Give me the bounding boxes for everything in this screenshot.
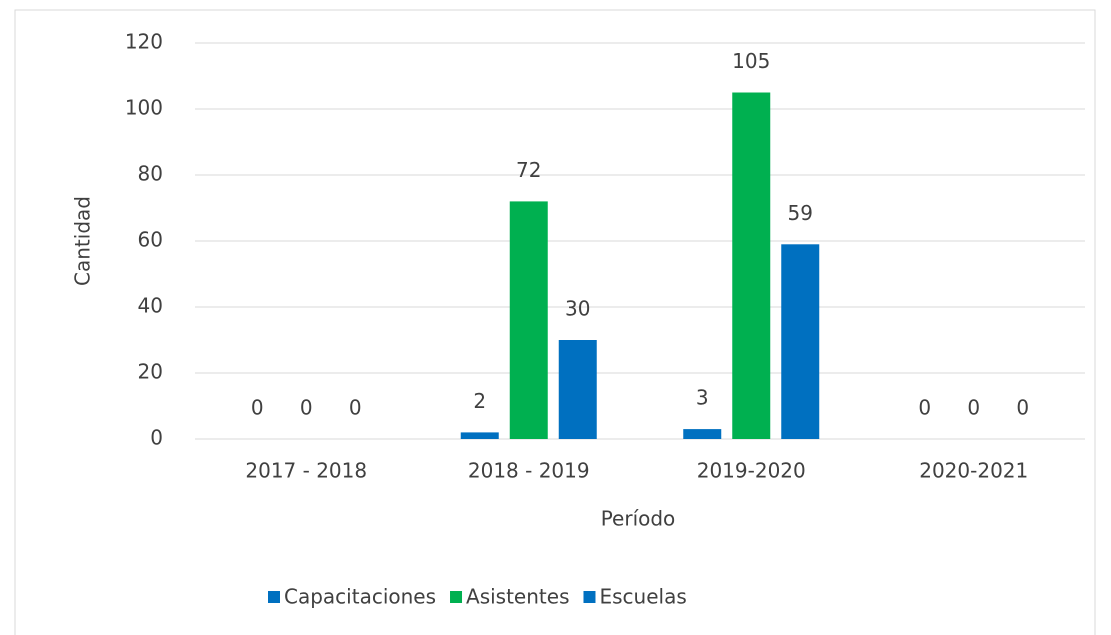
y-tick-label: 40 [138,294,163,318]
y-tick-label: 80 [138,162,163,186]
legend-swatch [583,591,596,603]
bar [781,244,820,439]
legend-swatch [268,591,280,603]
legend-label: Capacitaciones [284,585,436,609]
x-tick-label: 2017 - 2018 [245,459,367,483]
bar [683,429,722,439]
data-label: 0 [1016,396,1029,420]
bar [509,201,548,439]
x-axis-title: Período [601,507,676,531]
data-label: 0 [918,396,931,420]
y-tick-label: 100 [125,96,163,120]
y-axis-title: Cantidad [71,196,95,286]
bar [460,432,499,439]
data-label: 72 [516,158,541,182]
legend-swatch [450,591,463,603]
bar [558,340,597,439]
data-label: 2 [473,389,486,413]
x-tick-label: 2018 - 2019 [468,459,590,483]
legend-label: Asistentes [466,585,569,609]
y-tick-label: 120 [125,30,163,54]
data-label: 0 [300,396,313,420]
x-tick-label: 2020-2021 [919,459,1028,483]
bar [732,92,771,439]
data-label: 105 [732,49,770,73]
data-label: 3 [696,386,709,410]
data-label: 30 [565,297,590,321]
y-tick-label: 20 [138,360,163,384]
x-tick-label: 2019-2020 [697,459,806,483]
y-tick-label: 0 [150,426,163,450]
chart-frame [14,9,1096,635]
data-label: 0 [967,396,980,420]
y-tick-label: 60 [138,228,163,252]
data-label: 59 [788,201,813,225]
legend-label: Escuelas [599,585,686,609]
data-label: 0 [349,396,362,420]
data-label: 0 [251,396,264,420]
